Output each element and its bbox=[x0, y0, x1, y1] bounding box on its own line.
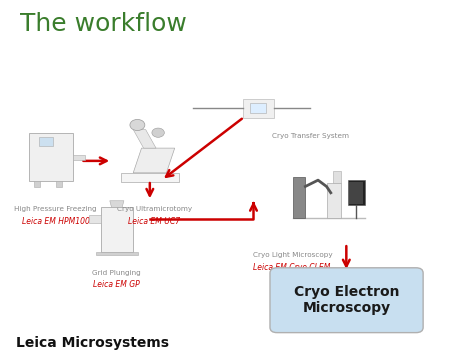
Polygon shape bbox=[55, 181, 62, 187]
Polygon shape bbox=[133, 130, 156, 148]
Polygon shape bbox=[327, 183, 341, 218]
Polygon shape bbox=[348, 180, 365, 206]
Text: Cryo Ultramicrotomy: Cryo Ultramicrotomy bbox=[117, 207, 192, 212]
Polygon shape bbox=[292, 177, 305, 218]
Polygon shape bbox=[96, 252, 138, 255]
Text: Leica EM HPM100: Leica EM HPM100 bbox=[22, 217, 90, 226]
Polygon shape bbox=[250, 103, 266, 113]
Text: The workflow: The workflow bbox=[20, 12, 187, 36]
Polygon shape bbox=[39, 137, 53, 146]
Circle shape bbox=[130, 119, 145, 131]
Text: Grid Plunging: Grid Plunging bbox=[92, 269, 141, 275]
Polygon shape bbox=[333, 171, 341, 183]
Polygon shape bbox=[243, 99, 274, 118]
Polygon shape bbox=[133, 148, 175, 173]
Polygon shape bbox=[121, 173, 179, 182]
Polygon shape bbox=[34, 181, 40, 187]
Text: Leica Microsystems: Leica Microsystems bbox=[16, 336, 169, 350]
Text: Leica EM Cryo CLEM: Leica EM Cryo CLEM bbox=[254, 263, 331, 272]
FancyBboxPatch shape bbox=[270, 268, 423, 333]
Polygon shape bbox=[89, 215, 101, 223]
Polygon shape bbox=[29, 133, 73, 181]
Polygon shape bbox=[110, 201, 124, 207]
Text: Cryo Electron
Microscopy: Cryo Electron Microscopy bbox=[293, 285, 399, 315]
Polygon shape bbox=[73, 155, 85, 160]
Text: Leica EM UC7: Leica EM UC7 bbox=[128, 217, 181, 226]
Text: High Pressure Freezing: High Pressure Freezing bbox=[14, 207, 97, 212]
Text: Cryo Transfer System: Cryo Transfer System bbox=[273, 133, 349, 139]
Polygon shape bbox=[349, 182, 364, 204]
Text: Cryo Light Microscopy: Cryo Light Microscopy bbox=[254, 252, 333, 258]
Circle shape bbox=[152, 128, 164, 137]
Text: Leica EM GP: Leica EM GP bbox=[93, 280, 140, 289]
Polygon shape bbox=[101, 207, 133, 252]
